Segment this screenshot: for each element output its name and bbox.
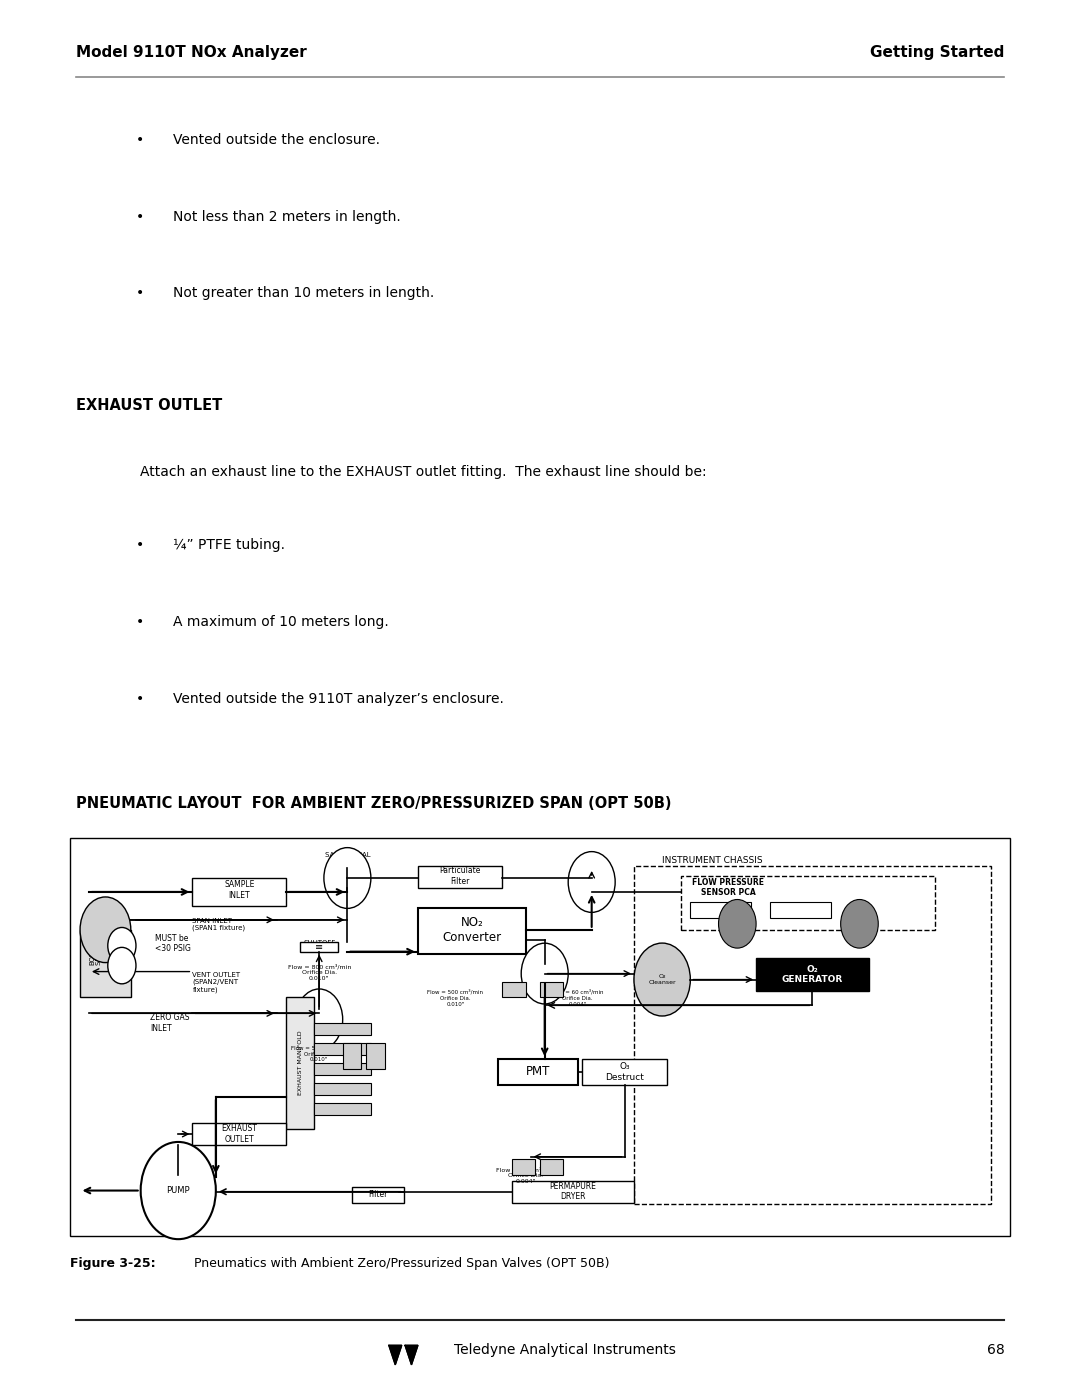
Text: PNEUMATIC LAYOUT  FOR AMBIENT ZERO/PRESSURIZED SPAN (OPT 50B): PNEUMATIC LAYOUT FOR AMBIENT ZERO/PRESSU… xyxy=(76,796,671,812)
Bar xyxy=(681,876,934,930)
Text: Not greater than 10 meters in length.: Not greater than 10 meters in length. xyxy=(173,286,434,300)
Text: ZERO GAS
INLET: ZERO GAS INLET xyxy=(150,1013,190,1032)
Circle shape xyxy=(522,943,568,1004)
Bar xyxy=(286,997,314,1129)
Text: A maximum of 10 meters long.: A maximum of 10 meters long. xyxy=(173,615,389,629)
Text: O₂
GENERATOR: O₂ GENERATOR xyxy=(782,965,843,983)
Text: SAMPLE
PRESSURE
SENSOR: SAMPLE PRESSURE SENSOR xyxy=(706,901,737,918)
Bar xyxy=(540,982,564,997)
Text: Flow = 800 cm³/min
Orifice Dia.
0.010": Flow = 800 cm³/min Orifice Dia. 0.010" xyxy=(287,964,351,981)
Text: PMT: PMT xyxy=(526,1066,551,1078)
Text: •: • xyxy=(136,692,145,705)
Bar xyxy=(770,902,832,918)
Bar xyxy=(314,1083,370,1095)
Text: MUST be
<30 PSIG: MUST be <30 PSIG xyxy=(154,935,191,953)
Text: Model 9110T NOx Analyzer: Model 9110T NOx Analyzer xyxy=(76,45,307,60)
Text: ≡: ≡ xyxy=(315,942,323,951)
Bar xyxy=(582,1059,666,1085)
Text: •: • xyxy=(136,286,145,300)
Circle shape xyxy=(634,943,690,1016)
Circle shape xyxy=(840,900,878,949)
Bar xyxy=(192,1123,286,1144)
Text: •: • xyxy=(136,133,145,147)
Circle shape xyxy=(140,1141,216,1239)
Bar xyxy=(70,838,1010,1236)
Bar xyxy=(418,866,502,888)
Text: •: • xyxy=(136,210,145,224)
Text: Not less than 2 meters in length.: Not less than 2 meters in length. xyxy=(173,210,401,224)
Circle shape xyxy=(296,989,342,1049)
Bar xyxy=(192,879,286,905)
Bar xyxy=(512,1180,634,1203)
Bar xyxy=(690,902,752,918)
Text: PERMAPURE
DRYER: PERMAPURE DRYER xyxy=(550,1182,596,1201)
Text: 68: 68 xyxy=(987,1343,1004,1356)
Text: EXHAUST OUTLET: EXHAUST OUTLET xyxy=(76,398,221,414)
Bar xyxy=(314,1063,370,1076)
Bar xyxy=(352,1186,404,1203)
Text: SPAN INLET
(SPAN1 fixture): SPAN INLET (SPAN1 fixture) xyxy=(192,918,245,932)
Text: Pneumatics with Ambient Zero/Pressurized Span Valves (OPT 50B): Pneumatics with Ambient Zero/Pressurized… xyxy=(178,1257,610,1270)
Polygon shape xyxy=(405,1345,418,1365)
Polygon shape xyxy=(389,1345,402,1365)
Circle shape xyxy=(568,852,616,912)
Circle shape xyxy=(324,848,370,908)
Text: SHUTOFF
VALVE: SHUTOFF VALVE xyxy=(303,940,336,953)
Bar xyxy=(502,982,526,997)
Text: NO/NO₂
VALVE: NO/NO₂ VALVE xyxy=(579,861,605,873)
Circle shape xyxy=(108,947,136,983)
Text: O₃
Destruct: O₃ Destruct xyxy=(605,1062,644,1081)
Circle shape xyxy=(80,897,131,963)
Text: Flow = 500 cm³/min
Orifice Dia.
0.010": Flow = 500 cm³/min Orifice Dia. 0.010" xyxy=(292,1045,347,1062)
Bar xyxy=(342,1044,362,1069)
Text: FLOW PRESSURE
SENSOR PCA: FLOW PRESSURE SENSOR PCA xyxy=(692,879,764,897)
Bar xyxy=(314,1044,370,1055)
Text: Attach an exhaust line to the EXHAUST outlet fitting.  The exhaust line should b: Attach an exhaust line to the EXHAUST ou… xyxy=(140,465,707,479)
Text: Figure 3-25:: Figure 3-25: xyxy=(70,1257,156,1270)
Bar xyxy=(540,1158,564,1175)
Text: AUTOZERO
VALVE: AUTOZERO VALVE xyxy=(525,958,564,971)
Text: O₂ FLOW
SENSOR: O₂ FLOW SENSOR xyxy=(726,932,750,943)
Text: O₂
Cleanser: O₂ Cleanser xyxy=(648,974,676,985)
Text: EXHAUST
OUTLET: EXHAUST OUTLET xyxy=(221,1125,257,1144)
Text: PUMP: PUMP xyxy=(166,1186,190,1194)
Bar xyxy=(314,1024,370,1035)
Bar xyxy=(300,942,338,951)
Circle shape xyxy=(718,900,756,949)
Text: Flow = 500 cm³/min
Orifice Dia.
0.010": Flow = 500 cm³/min Orifice Dia. 0.010" xyxy=(428,989,484,1007)
Text: VENT OUTLET
(SPAN2/VENT
fixture): VENT OUTLET (SPAN2/VENT fixture) xyxy=(192,971,241,993)
Text: Vented outside the 9110T analyzer’s enclosure.: Vented outside the 9110T analyzer’s encl… xyxy=(173,692,503,705)
Text: SAMPLE
INLET: SAMPLE INLET xyxy=(225,880,255,900)
Text: Teledyne Analytical Instruments: Teledyne Analytical Instruments xyxy=(454,1343,675,1356)
Bar xyxy=(634,866,991,1204)
Bar xyxy=(314,1104,370,1115)
Bar xyxy=(80,930,132,997)
Bar xyxy=(498,1059,578,1085)
Text: ¼” PTFE tubing.: ¼” PTFE tubing. xyxy=(173,538,285,552)
Text: INSTRUMENT CHASSIS: INSTRUMENT CHASSIS xyxy=(662,856,762,865)
Text: Flow = 60 cm³/min
Orifice Dia.
0.004": Flow = 60 cm³/min Orifice Dia. 0.004" xyxy=(551,989,604,1007)
Bar xyxy=(418,908,526,954)
Text: BOTTLED
SPAN GAS: BOTTLED SPAN GAS xyxy=(89,930,102,965)
Text: SAMPLE/ CAL
VALVE: SAMPLE/ CAL VALVE xyxy=(325,852,370,865)
Text: Getting Started: Getting Started xyxy=(870,45,1004,60)
Text: Particulate
Filter: Particulate Filter xyxy=(440,866,481,886)
Text: ZERO/SPAN
VALVE: ZERO/SPAN VALVE xyxy=(299,1003,339,1017)
Bar xyxy=(366,1044,384,1069)
Circle shape xyxy=(108,928,136,964)
Bar xyxy=(756,958,869,992)
Text: Vented outside the enclosure.: Vented outside the enclosure. xyxy=(173,133,380,147)
Text: Filter: Filter xyxy=(368,1190,387,1199)
Text: EXHAUST MANIFOLD: EXHAUST MANIFOLD xyxy=(298,1031,302,1095)
Text: NO₂
Converter: NO₂ Converter xyxy=(443,916,501,944)
Bar xyxy=(512,1158,536,1175)
Text: •: • xyxy=(136,615,145,629)
Text: Flow = 60 cm³/min
Orifice Dia.
0.004": Flow = 60 cm³/min Orifice Dia. 0.004" xyxy=(496,1166,555,1183)
Text: •: • xyxy=(136,538,145,552)
Text: VACUUM
PRESSURE
SENSOR: VACUUM PRESSURE SENSOR xyxy=(785,901,816,918)
